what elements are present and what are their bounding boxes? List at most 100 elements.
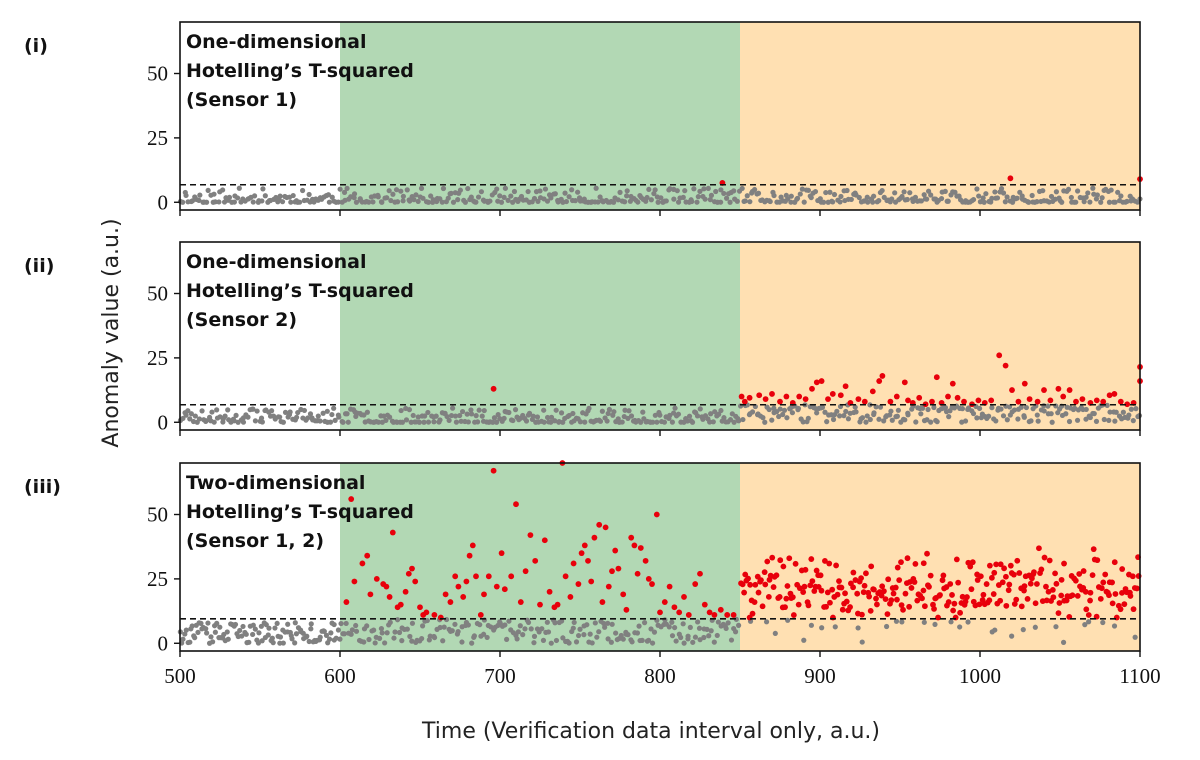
anomaly-point bbox=[546, 588, 553, 595]
normal-point bbox=[285, 621, 291, 627]
normal-point bbox=[615, 197, 621, 203]
anomaly-point bbox=[498, 550, 505, 557]
normal-point bbox=[235, 195, 241, 201]
anomaly-point bbox=[1111, 559, 1118, 566]
normal-point bbox=[772, 630, 778, 637]
anomaly-point bbox=[802, 396, 809, 402]
anomaly-point bbox=[949, 592, 955, 598]
normal-point bbox=[440, 638, 446, 644]
anomaly-point bbox=[888, 597, 895, 604]
anomaly-point bbox=[850, 584, 856, 591]
normal-point bbox=[203, 626, 209, 632]
normal-point bbox=[544, 619, 550, 625]
normal-point bbox=[700, 416, 706, 422]
normal-point bbox=[877, 404, 884, 410]
normal-point bbox=[925, 188, 932, 194]
panel-title-line: (Sensor 2) bbox=[186, 309, 297, 331]
panel-title-line: Hotelling’s T-squared bbox=[186, 60, 414, 82]
normal-point bbox=[306, 191, 312, 198]
normal-point bbox=[1074, 417, 1081, 423]
normal-point bbox=[348, 631, 354, 637]
anomaly-point bbox=[1119, 589, 1125, 596]
anomaly-point bbox=[933, 374, 940, 381]
normal-point bbox=[391, 635, 397, 641]
anomaly-point bbox=[1016, 570, 1023, 576]
normal-point bbox=[501, 194, 507, 200]
anomaly-point bbox=[1049, 586, 1056, 593]
anomaly-point bbox=[469, 542, 476, 549]
normal-point bbox=[1018, 404, 1024, 410]
normal-point bbox=[707, 197, 713, 203]
y-tick-label: 0 bbox=[158, 190, 169, 214]
anomaly-point bbox=[968, 586, 975, 593]
normal-point bbox=[399, 638, 405, 644]
anomaly-point bbox=[1038, 566, 1045, 573]
normal-point bbox=[504, 636, 510, 642]
normal-point bbox=[386, 188, 392, 194]
anomaly-point bbox=[1013, 596, 1020, 603]
normal-point bbox=[1124, 198, 1130, 204]
normal-point bbox=[265, 632, 271, 638]
anomaly-point bbox=[602, 524, 609, 531]
anomaly-point bbox=[817, 572, 824, 579]
anomaly-point bbox=[578, 550, 585, 557]
normal-point bbox=[446, 417, 452, 423]
normal-point bbox=[317, 634, 323, 640]
normal-point bbox=[188, 411, 194, 417]
anomaly-point bbox=[1018, 603, 1025, 610]
normal-point bbox=[899, 193, 905, 200]
normal-point bbox=[566, 194, 572, 200]
normal-point bbox=[708, 628, 714, 634]
normal-point bbox=[749, 409, 756, 415]
x-tick-label: 900 bbox=[804, 664, 836, 688]
normal-point bbox=[187, 416, 193, 422]
normal-point bbox=[1040, 188, 1046, 194]
normal-point bbox=[865, 199, 871, 205]
normal-point bbox=[986, 413, 992, 419]
anomaly-point bbox=[1066, 387, 1073, 393]
anomaly-point bbox=[986, 562, 993, 569]
normal-point bbox=[540, 637, 547, 643]
normal-point bbox=[1035, 418, 1041, 424]
normal-point bbox=[983, 191, 989, 197]
normal-point bbox=[648, 626, 654, 632]
anomaly-point bbox=[455, 583, 462, 590]
normal-point bbox=[531, 195, 538, 202]
normal-point bbox=[1106, 417, 1112, 424]
normal-point bbox=[739, 185, 745, 192]
anomaly-point bbox=[802, 566, 809, 573]
normal-point bbox=[498, 199, 505, 205]
normal-point bbox=[420, 195, 426, 201]
anomaly-point bbox=[477, 612, 484, 618]
normal-point bbox=[832, 624, 838, 630]
normal-point bbox=[225, 636, 231, 642]
normal-point bbox=[952, 189, 958, 195]
normal-point bbox=[258, 623, 264, 629]
normal-point bbox=[573, 639, 580, 645]
normal-point bbox=[609, 621, 615, 627]
normal-point bbox=[657, 412, 663, 418]
normal-point bbox=[928, 419, 934, 425]
anomaly-point bbox=[1053, 580, 1060, 587]
normal-point bbox=[701, 634, 707, 641]
normal-point bbox=[1032, 624, 1038, 630]
normal-point bbox=[674, 188, 680, 194]
anomaly-point bbox=[911, 579, 918, 585]
normal-point bbox=[422, 413, 428, 419]
normal-point bbox=[448, 190, 454, 196]
anomaly-point bbox=[657, 609, 663, 616]
normal-point bbox=[797, 191, 803, 197]
normal-point bbox=[1053, 189, 1060, 195]
anomaly-point bbox=[752, 581, 759, 588]
normal-point bbox=[680, 194, 686, 200]
anomaly-point bbox=[784, 583, 791, 589]
normal-point bbox=[1098, 199, 1104, 205]
anomaly-point bbox=[417, 604, 423, 611]
normal-point bbox=[501, 415, 507, 421]
normal-point bbox=[1108, 187, 1114, 193]
normal-point bbox=[468, 411, 475, 417]
normal-point bbox=[685, 633, 691, 639]
normal-point bbox=[736, 418, 742, 424]
normal-point bbox=[205, 187, 211, 193]
anomaly-point bbox=[890, 590, 897, 597]
